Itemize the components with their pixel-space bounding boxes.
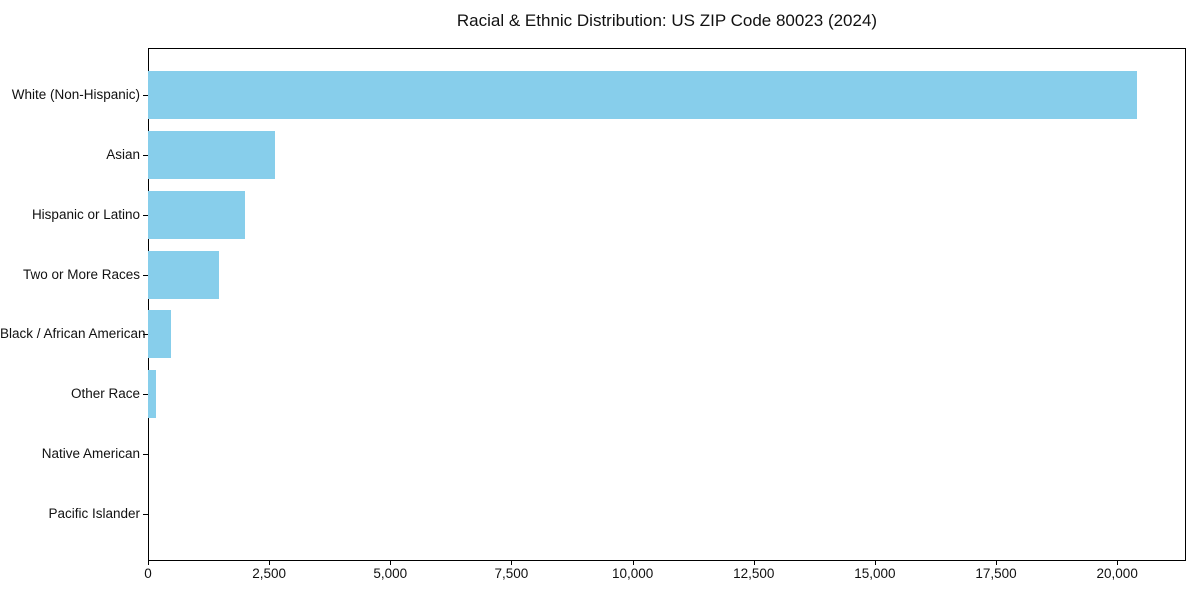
x-tick-mark (148, 560, 149, 565)
y-tick-label: Native American (41, 445, 140, 461)
y-tick-mark (143, 154, 148, 156)
x-tick-label: 15,000 (854, 566, 896, 581)
y-tick-label: Other Race (70, 386, 140, 402)
plot-area (148, 48, 1186, 561)
x-tick-label: 2,500 (252, 566, 287, 581)
bar (148, 370, 157, 419)
y-tick-mark (143, 95, 148, 97)
x-tick-label: 10,000 (611, 566, 654, 581)
bar (148, 190, 245, 239)
y-tick-label: Two or More Races (22, 266, 140, 282)
x-tick-mark (632, 560, 634, 565)
y-tick-label: Asian (106, 146, 140, 162)
y-tick-mark (143, 214, 148, 216)
y-tick-mark (143, 513, 148, 515)
x-tick-label: 0 (144, 566, 152, 581)
x-tick-label: 7,500 (494, 566, 529, 581)
x-tick-label: 12,500 (733, 566, 775, 581)
x-tick-mark (511, 560, 513, 565)
x-tick-label: 5,000 (373, 566, 408, 581)
y-tick-mark (143, 334, 148, 336)
y-tick-label: Pacific Islander (48, 505, 140, 521)
y-tick-label: White (Non-Hispanic) (11, 87, 140, 103)
x-tick-mark (269, 560, 271, 565)
y-tick-mark (143, 274, 148, 276)
y-tick-mark (143, 453, 148, 455)
x-tick-mark (874, 560, 876, 565)
chart-title: Racial & Ethnic Distribution: US ZIP Cod… (456, 11, 878, 30)
bar (148, 71, 1137, 120)
x-tick-label: 17,500 (975, 566, 1017, 581)
x-tick-label: 20,000 (1096, 566, 1138, 581)
bar (148, 310, 172, 359)
x-tick-mark (753, 560, 755, 565)
bar (148, 250, 219, 299)
x-tick-mark (996, 560, 998, 565)
y-tick-mark (143, 394, 148, 396)
bar (148, 130, 275, 179)
x-tick-mark (390, 560, 392, 565)
y-tick-label: Hispanic or Latino (31, 206, 140, 222)
y-tick-label: Black / African American (0, 326, 146, 342)
x-tick-mark (1117, 560, 1119, 565)
